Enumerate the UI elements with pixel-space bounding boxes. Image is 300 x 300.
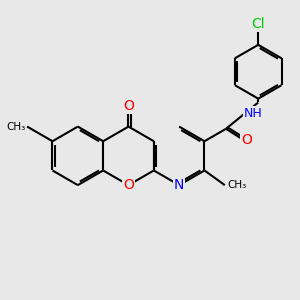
Text: NH: NH — [244, 107, 262, 120]
Text: O: O — [123, 178, 134, 192]
Text: N: N — [174, 178, 184, 192]
Text: N: N — [174, 178, 184, 192]
Text: CH₃: CH₃ — [228, 180, 247, 190]
Text: O: O — [123, 99, 134, 113]
Text: CH₃: CH₃ — [6, 122, 26, 132]
Text: NH: NH — [244, 107, 262, 120]
Text: Cl: Cl — [251, 17, 265, 32]
Text: CH₃: CH₃ — [6, 122, 26, 132]
Text: CH₃: CH₃ — [228, 180, 247, 190]
Text: O: O — [241, 134, 252, 148]
Text: O: O — [123, 178, 134, 192]
Text: O: O — [123, 99, 134, 113]
Text: Cl: Cl — [251, 17, 265, 32]
Text: O: O — [241, 134, 252, 148]
